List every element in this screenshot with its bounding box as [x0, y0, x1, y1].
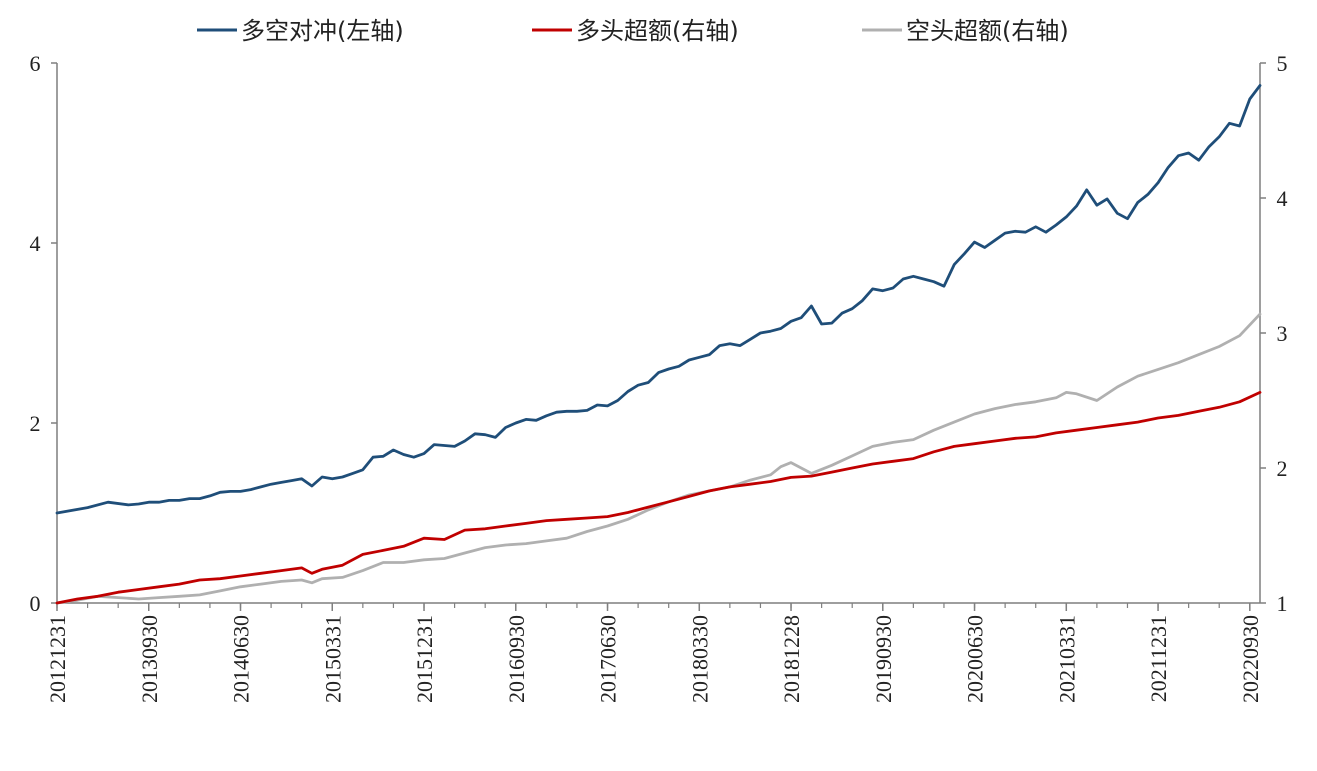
x-tick-label: 20180330: [687, 615, 712, 703]
right-tick-label: 2: [1277, 456, 1288, 481]
axes: 0 2 4 6 1 2 3 4 5 20121231 20130930 20140630 2015033…: [30, 51, 1288, 703]
legend-label-2: 空头超额(右轴): [906, 17, 1069, 45]
series-line-2: [55, 312, 1262, 605]
x-tick-label: 20130930: [137, 615, 162, 703]
x-tick-label: 20200630: [963, 615, 988, 703]
legend-label-0: 多空对冲(左轴): [241, 17, 404, 45]
x-tick-label: 20190930: [871, 615, 896, 703]
x-tick-label: 20170630: [596, 615, 621, 703]
legend-label-1: 多头超额(右轴): [576, 17, 739, 45]
right-tick-label: 1: [1277, 591, 1288, 616]
series-lines: [55, 84, 1262, 605]
series-line-1: [55, 391, 1262, 605]
x-tick-label: 20220930: [1238, 615, 1263, 703]
x-tick-label: 20151231: [412, 615, 437, 703]
x-tick-label: 20211231: [1146, 615, 1171, 702]
right-tick-label: 4: [1277, 186, 1288, 211]
x-tick-label: 20150331: [320, 615, 345, 703]
x-tick-label: 20181228: [779, 615, 804, 703]
left-tick-label: 6: [30, 51, 41, 76]
left-tick-label: 2: [30, 411, 41, 436]
left-tick-label: 0: [30, 591, 41, 616]
right-tick-label: 5: [1277, 51, 1288, 76]
x-tick-label: 20140630: [229, 615, 254, 703]
series-line-0: [55, 84, 1262, 515]
x-tick-label: 20210331: [1054, 615, 1079, 703]
legend: 多空对冲(左轴) 多头超额(右轴) 空头超额(右轴): [197, 17, 1069, 45]
left-tick-label: 4: [30, 231, 41, 256]
x-tick-label: 20160930: [504, 615, 529, 703]
right-tick-label: 3: [1277, 321, 1288, 346]
x-tick-label: 20121231: [45, 615, 70, 703]
